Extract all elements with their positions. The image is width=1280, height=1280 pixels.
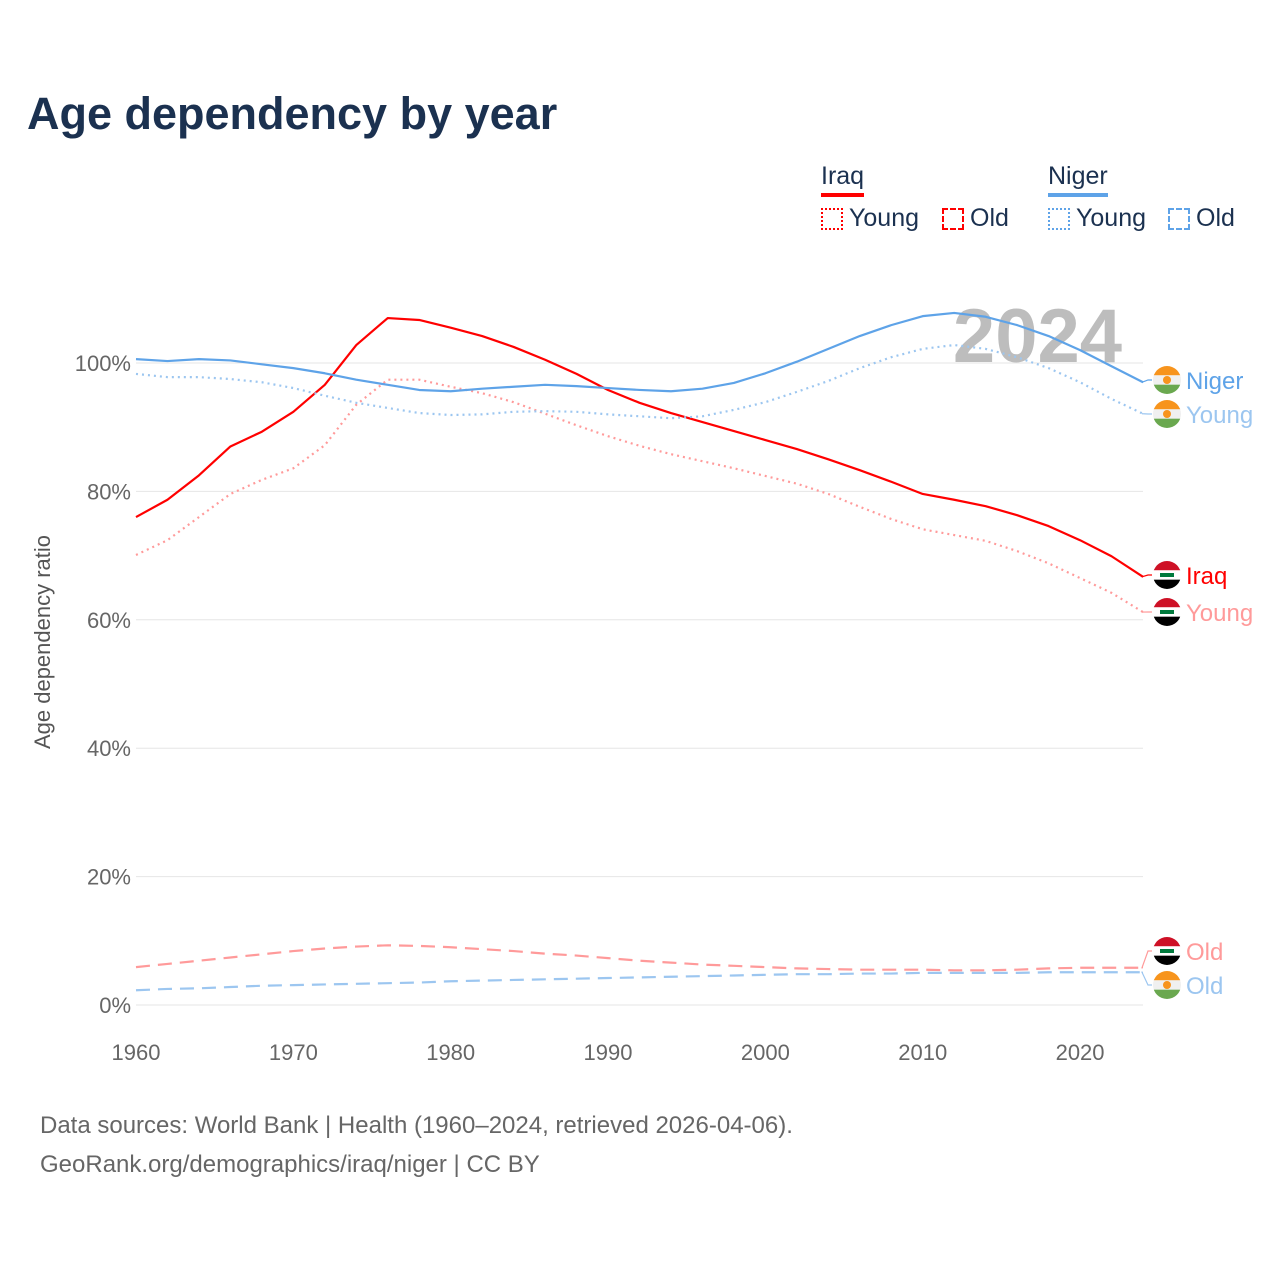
end-label-niger: Niger [1141, 366, 1243, 395]
niger-flag-icon [1153, 366, 1181, 394]
x-tick-label: 1990 [584, 1040, 633, 1065]
x-tick-label: 2010 [898, 1040, 947, 1065]
end-label-text: Old [1186, 973, 1223, 1000]
end-label-iraq-young: Young [1141, 598, 1253, 627]
series-line-niger-young[interactable] [135, 343, 1144, 420]
y-axis-label: Age dependency ratio [30, 535, 55, 749]
x-tick-label: 1980 [426, 1040, 475, 1065]
niger-flag-icon [1153, 400, 1181, 428]
niger-flag-icon [1153, 971, 1181, 999]
chart-title: Age dependency by year [27, 88, 558, 139]
legend-label: Young [849, 204, 919, 232]
legend-item-niger-old[interactable]: Old [1168, 204, 1235, 233]
series-line-niger-old[interactable] [135, 971, 1143, 992]
end-label-text: Young [1186, 600, 1253, 627]
legend-item-niger-young[interactable]: Young [1048, 204, 1146, 233]
source-line: Data sources: World Bank | Health (1960–… [40, 1112, 793, 1139]
dotted-swatch-icon [821, 207, 843, 230]
end-label-text: Young [1186, 402, 1253, 429]
y-tick-label: 100% [75, 351, 131, 376]
end-label-text: Niger [1186, 368, 1243, 395]
legend-item-iraq-young[interactable]: Young [821, 204, 919, 233]
legend-group-iraq[interactable]: Iraq [821, 162, 865, 197]
end-label-text: Old [1186, 939, 1223, 966]
legend-label: Old [1196, 204, 1235, 232]
end-label-iraq-old: Old [1141, 937, 1223, 969]
y-tick-label: 20% [87, 865, 131, 890]
legend-item-iraq-old[interactable]: Old [942, 204, 1009, 233]
iraq-flag-icon [1153, 598, 1181, 626]
y-tick-label: 0% [99, 993, 131, 1018]
series-line-iraq[interactable] [135, 316, 1144, 578]
y-tick-label: 80% [87, 479, 131, 504]
source-note: Data sources: World Bank | Health (1960–… [40, 1106, 793, 1184]
y-tick-label: 60% [87, 608, 131, 633]
series-line-niger[interactable] [135, 311, 1144, 393]
end-label-niger-young: Young [1141, 400, 1253, 429]
legend-label: Old [970, 204, 1009, 232]
iraq-flag-icon [1153, 561, 1181, 589]
series-line-iraq-old[interactable] [135, 944, 1143, 972]
legend-label: Young [1076, 204, 1146, 232]
x-tick-label: 1960 [112, 1040, 161, 1065]
dotted-swatch-icon [1048, 207, 1070, 230]
dashed-swatch-icon [942, 207, 964, 230]
x-tick-label: 2000 [741, 1040, 790, 1065]
x-tick-label: 1970 [269, 1040, 318, 1065]
year-watermark: 2024 [953, 294, 1122, 379]
line-chart: 2024 0% 20% 40% 60% 80% 100% 1960 1970 1980 1990 2… [30, 294, 1253, 1065]
iraq-flag-icon [1153, 937, 1181, 965]
x-tick-label: 2020 [1056, 1040, 1105, 1065]
end-label-iraq: Iraq [1141, 561, 1227, 590]
legend-group-niger[interactable]: Niger [1048, 162, 1108, 197]
end-label-text: Iraq [1186, 563, 1227, 590]
end-label-niger-old: Old [1141, 971, 1223, 1000]
y-tick-label: 40% [87, 736, 131, 761]
series-line-iraq-young[interactable] [135, 378, 1144, 614]
source-link[interactable]: GeoRank.org/demographics/iraq/niger | CC… [40, 1151, 540, 1178]
dashed-swatch-icon [1168, 207, 1190, 230]
